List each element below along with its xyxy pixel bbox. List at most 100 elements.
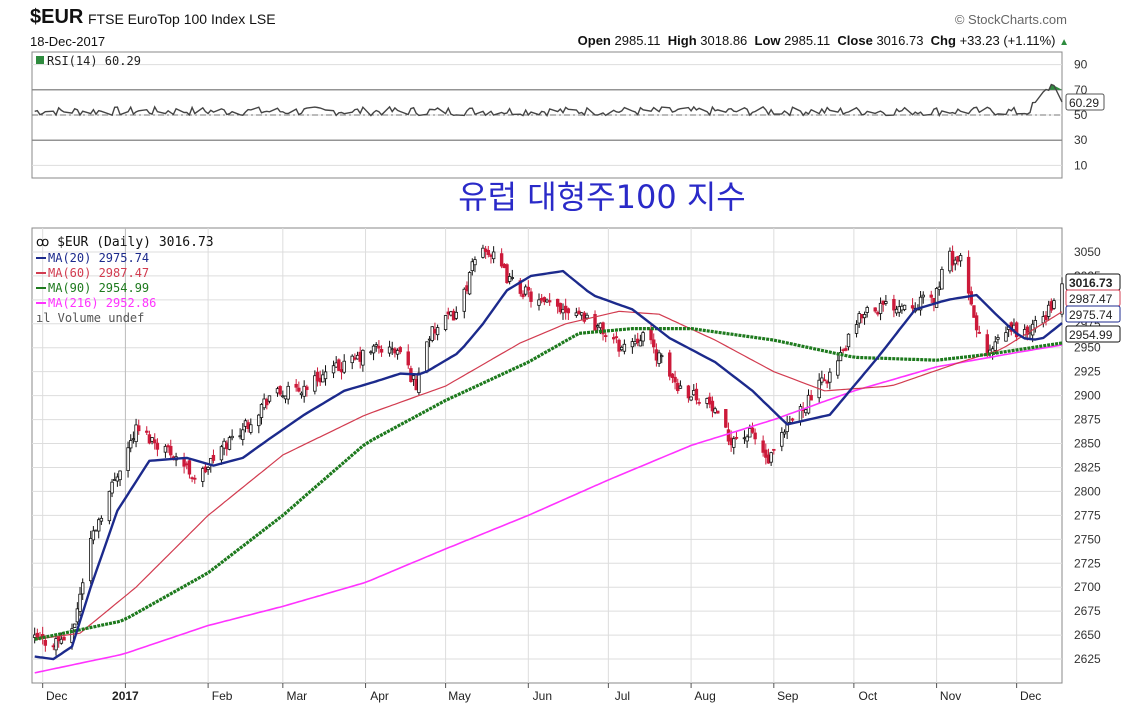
candle-body bbox=[129, 440, 133, 449]
x-tick-label: Dec bbox=[46, 689, 67, 703]
candle-body bbox=[537, 299, 541, 306]
x-tick-label: May bbox=[448, 689, 471, 703]
candle-body bbox=[80, 582, 85, 595]
price-legend-title: ꝏ $EUR (Daily) 3016.73 bbox=[36, 235, 214, 250]
x-tick-label: Feb bbox=[212, 689, 233, 703]
candle-body bbox=[241, 429, 245, 440]
candle-body bbox=[1033, 320, 1038, 329]
candle-body bbox=[147, 434, 152, 444]
legend-label: MA(90) 2954.99 bbox=[48, 281, 149, 295]
candle-body bbox=[131, 438, 136, 441]
candle-body bbox=[465, 285, 469, 292]
rsi-legend-swatch bbox=[36, 56, 44, 64]
price-tick-label: 3050 bbox=[1074, 245, 1101, 259]
candle-body bbox=[705, 398, 709, 404]
candle-body bbox=[185, 463, 189, 466]
candle-body bbox=[454, 311, 458, 319]
candle-body bbox=[283, 395, 288, 400]
candle-body bbox=[993, 341, 997, 351]
candle-body bbox=[315, 371, 320, 382]
candle-body bbox=[113, 479, 117, 481]
brand-label[interactable]: © StockCharts.com bbox=[954, 12, 1067, 27]
candle-body bbox=[134, 424, 138, 443]
candle-body bbox=[846, 333, 851, 348]
candle-body bbox=[697, 401, 701, 404]
rsi-tick-label: 50 bbox=[1074, 108, 1088, 122]
candle-body bbox=[489, 254, 493, 257]
candle-body bbox=[350, 355, 354, 364]
candle-body bbox=[54, 638, 58, 651]
candle-body bbox=[299, 392, 304, 396]
candle-body bbox=[595, 325, 600, 328]
rsi-legend: RSI(14) 60.29 bbox=[47, 54, 141, 68]
candle-body bbox=[686, 385, 691, 399]
rsi-panel: 90 70 50 30 10 RSI(14) 60.29 60.29 bbox=[31, 51, 1105, 179]
price-tick-label: 2950 bbox=[1074, 341, 1101, 355]
candle-body bbox=[337, 359, 341, 371]
legend-label: MA(20) 2975.74 bbox=[48, 251, 149, 265]
ma90-tag-label: 2954.99 bbox=[1069, 328, 1113, 342]
candle-body bbox=[761, 440, 765, 453]
candle-body bbox=[921, 294, 925, 298]
candle-body bbox=[542, 297, 547, 303]
candle-body bbox=[937, 286, 941, 291]
candle-body bbox=[750, 427, 755, 433]
candle-body bbox=[950, 251, 955, 266]
high-label: High bbox=[667, 33, 697, 48]
candle-body bbox=[387, 346, 392, 354]
candle-body bbox=[678, 385, 683, 389]
candle-body bbox=[929, 294, 933, 298]
candle-body bbox=[169, 445, 173, 456]
candle-body bbox=[660, 355, 664, 358]
x-tick-label: Nov bbox=[940, 689, 961, 703]
candle-body bbox=[238, 435, 242, 438]
candle-body bbox=[467, 272, 472, 295]
candle-body bbox=[97, 519, 101, 532]
candle-body bbox=[844, 348, 848, 351]
candle-body bbox=[374, 344, 378, 347]
candles bbox=[32, 244, 1064, 656]
candle-body bbox=[673, 376, 677, 383]
candle-body bbox=[638, 340, 643, 347]
price-frame bbox=[31, 227, 1063, 684]
candle-body bbox=[622, 343, 627, 352]
candle-body bbox=[708, 396, 712, 405]
candle-body bbox=[822, 379, 827, 382]
candle-body bbox=[798, 406, 803, 422]
candle-body bbox=[873, 307, 877, 312]
korean-overlay-title: 유럽 대형주100 지수 bbox=[458, 178, 746, 216]
x-tick-label: Oct bbox=[859, 689, 878, 703]
candle-body bbox=[526, 286, 531, 291]
last-close-tag-label: 3016.73 bbox=[1069, 276, 1113, 290]
candle-body bbox=[481, 247, 485, 258]
rsi-value-label: 60.29 bbox=[1069, 96, 1099, 110]
candle-body bbox=[483, 248, 488, 252]
candle-body bbox=[836, 360, 840, 376]
candle-body bbox=[414, 379, 418, 391]
candle-body bbox=[227, 437, 232, 450]
candle-body bbox=[222, 440, 226, 449]
candle-body bbox=[579, 312, 584, 316]
candle-body bbox=[358, 351, 362, 362]
candle-body bbox=[313, 375, 317, 392]
candle-body bbox=[470, 261, 474, 272]
candle-body bbox=[745, 436, 749, 442]
candle-body bbox=[545, 299, 549, 303]
candle-body bbox=[732, 438, 736, 448]
candle-body bbox=[286, 385, 290, 400]
candle-body bbox=[425, 341, 429, 373]
candle-body bbox=[652, 339, 656, 348]
low-label: Low bbox=[754, 33, 781, 48]
x-tick-label: Aug bbox=[694, 689, 715, 703]
candle-body bbox=[91, 530, 96, 541]
candle-body bbox=[62, 636, 66, 641]
candle-body bbox=[865, 307, 869, 313]
candle-body bbox=[342, 360, 346, 373]
candle-body bbox=[433, 328, 437, 334]
candle-body bbox=[1052, 300, 1056, 309]
ma20-tag bbox=[1065, 305, 1121, 323]
candle-body bbox=[153, 439, 157, 444]
candle-body bbox=[985, 334, 989, 356]
